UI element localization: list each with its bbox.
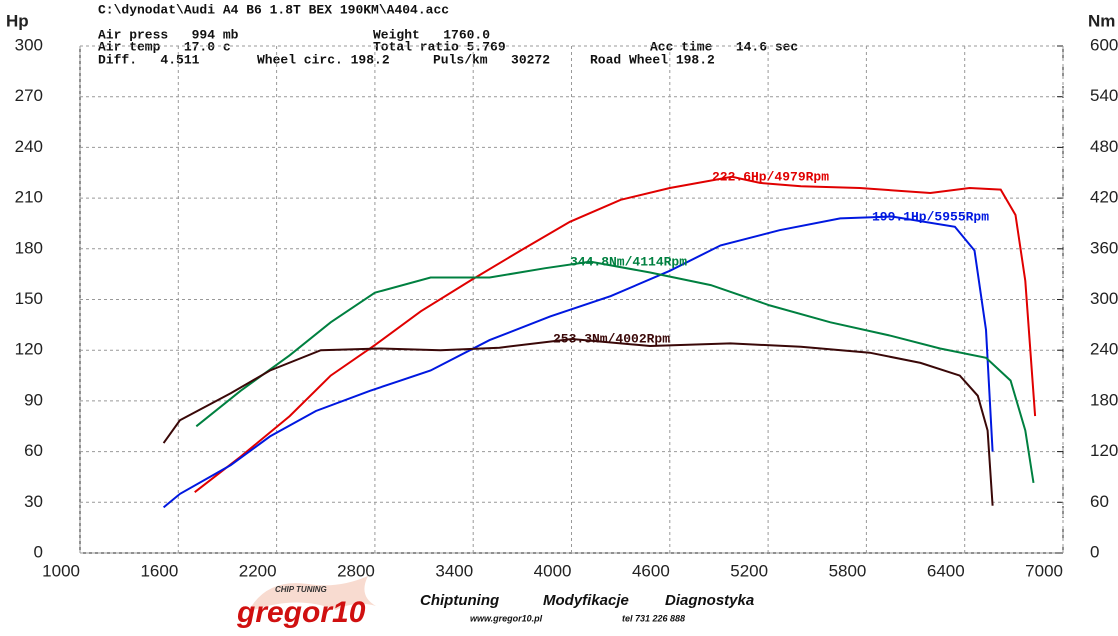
y2-tick-label: 240 <box>1090 340 1118 359</box>
x-tick-label: 1000 <box>42 561 80 580</box>
logo-flame <box>248 576 376 612</box>
header-field: Diff. 4.511 <box>98 52 200 67</box>
header-field: Air press 994 mb <box>98 27 239 42</box>
x-tick-label: 2800 <box>337 561 375 580</box>
y2-tick-label: 0 <box>1090 542 1099 561</box>
y2-tick-label: 120 <box>1090 441 1118 460</box>
y-tick-label: 90 <box>24 390 43 409</box>
y-tick-label: 270 <box>15 86 43 105</box>
x-tick-label: 1600 <box>140 561 178 580</box>
y2-tick-label: 360 <box>1090 238 1118 257</box>
y-tick-label: 30 <box>24 492 43 511</box>
peak-label: 253.3Nm/4002Rpm <box>553 331 670 346</box>
y2-tick-label: 420 <box>1090 188 1118 207</box>
y2-tick-label: 180 <box>1090 390 1118 409</box>
footer-text: www.gregor10.pl <box>470 613 543 623</box>
header-field: Weight 1760.0 <box>373 27 490 42</box>
series-line <box>194 175 1037 493</box>
y2-axis-label: Nm <box>1088 11 1115 30</box>
x-tick-label: 7000 <box>1025 561 1063 580</box>
file-title: C:\dynodat\Audi A4 B6 1.8T BEX 190KM\A40… <box>98 2 449 17</box>
series-line <box>195 260 1035 484</box>
x-tick-label: 5200 <box>730 561 768 580</box>
x-tick-label: 2200 <box>239 561 277 580</box>
y2-tick-label: 600 <box>1090 35 1118 54</box>
y-tick-label: 300 <box>15 35 43 54</box>
y2-tick-label: 60 <box>1090 492 1109 511</box>
y-tick-label: 0 <box>34 542 43 561</box>
header-field: Wheel circ. 198.2 <box>257 52 390 67</box>
series-line <box>162 215 994 509</box>
x-tick-label: 5800 <box>829 561 867 580</box>
y-tick-label: 210 <box>15 188 43 207</box>
y-axis-label: Hp <box>6 11 29 30</box>
y2-tick-label: 540 <box>1090 86 1118 105</box>
series-line <box>162 337 994 506</box>
x-tick-label: 3400 <box>435 561 473 580</box>
peak-label: 222.6Hp/4979Rpm <box>712 169 829 184</box>
footer-text: tel 731 226 888 <box>622 613 685 623</box>
x-tick-label: 4600 <box>632 561 670 580</box>
header-field: Acc time 14.6 sec <box>650 39 798 54</box>
peak-label: 199.1Hp/5955Rpm <box>872 209 989 224</box>
y-tick-label: 150 <box>15 289 43 308</box>
y-tick-label: 240 <box>15 137 43 156</box>
y2-tick-label: 480 <box>1090 137 1118 156</box>
header-field: Puls/km 30272 <box>433 52 550 67</box>
y2-tick-label: 300 <box>1090 289 1118 308</box>
header-field: Road Wheel 198.2 <box>590 52 715 67</box>
footer-text: Chiptuning <box>420 592 499 609</box>
header-field: Total ratio 5.769 <box>373 39 506 54</box>
y-tick-label: 180 <box>15 238 43 257</box>
footer-text: Modyfikacje <box>543 592 629 609</box>
y-tick-label: 60 <box>24 441 43 460</box>
logo-name: gregor10 <box>236 596 366 629</box>
x-tick-label: 4000 <box>534 561 572 580</box>
logo-subtitle: CHIP TUNING <box>275 585 327 594</box>
x-tick-label: 6400 <box>927 561 965 580</box>
footer-text: Diagnostyka <box>665 592 754 609</box>
header-field: Air temp 17.0 c <box>98 39 231 54</box>
peak-label: 344.8Nm/4114Rpm <box>570 254 687 269</box>
y-tick-label: 120 <box>15 340 43 359</box>
